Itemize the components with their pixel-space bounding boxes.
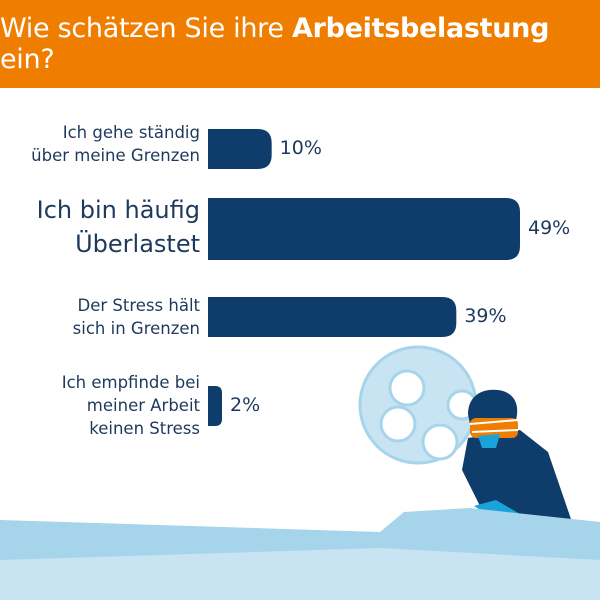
value-label: 2% (230, 394, 261, 416)
bar (208, 297, 457, 337)
category-label: Der Stress hält sich in Grenzen (72, 296, 200, 338)
header-banner: Wie schätzen Sie ihre Arbeitsbelastung e… (0, 0, 600, 88)
header-title: Wie schätzen Sie ihre Arbeitsbelastung e… (0, 13, 550, 75)
category-label: Ich bin häufig Überlastet (36, 196, 200, 258)
value-label: 39% (464, 305, 507, 327)
category-label: Ich gehe ständig über meine Grenzen (31, 123, 200, 165)
value-label: 10% (279, 137, 322, 159)
category-label: Ich empfinde bei meiner Arbeit keinen St… (61, 373, 200, 438)
operating-table-icon (0, 508, 600, 600)
value-label: 49% (528, 217, 571, 239)
bar (208, 198, 520, 260)
bar (208, 386, 222, 426)
bar (208, 129, 272, 169)
surgical-lamp-icon (358, 345, 478, 465)
